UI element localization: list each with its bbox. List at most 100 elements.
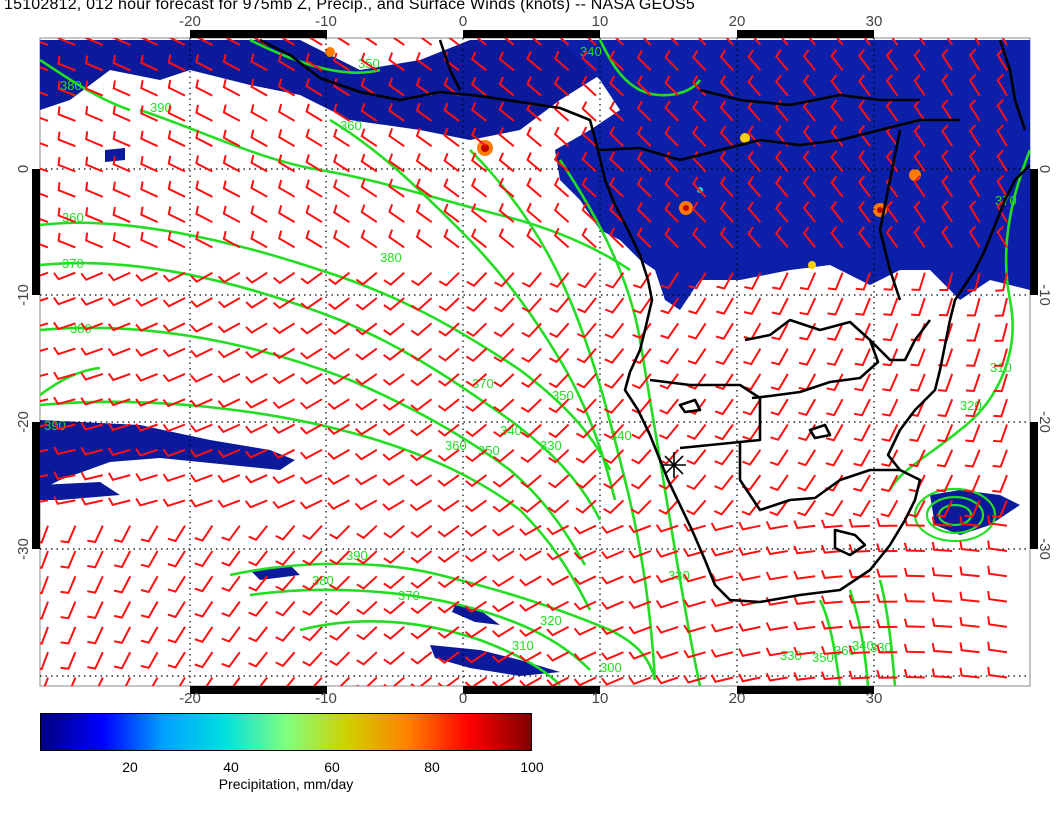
- wind-barb: [85, 80, 104, 97]
- wind-barb: [655, 625, 679, 634]
- wind-barb: [53, 471, 76, 480]
- wind-barb: [913, 225, 926, 248]
- wind-barb: [802, 74, 816, 97]
- wind-barb: [168, 38, 186, 46]
- wind-barb: [280, 38, 296, 46]
- wind-barb: [190, 372, 213, 383]
- wind-barb: [628, 676, 652, 686]
- wind-barb: [60, 651, 77, 670]
- wind-barb: [194, 575, 214, 593]
- wind-barb: [686, 474, 707, 491]
- wind-barb: [769, 449, 789, 466]
- lat-tick-label: 0: [1036, 165, 1053, 173]
- wind-barb: [715, 322, 734, 340]
- wind-barb: [848, 569, 871, 579]
- wind-barb: [205, 676, 214, 686]
- wind-barb: [692, 176, 707, 198]
- wind-barb: [135, 448, 158, 457]
- wind-barb: [190, 448, 213, 458]
- colorbar-title: Precipitation, mm/day: [218, 776, 354, 792]
- wind-barb: [660, 272, 680, 290]
- wind-barb: [575, 449, 597, 464]
- wind-barb: [941, 73, 954, 97]
- wind-barb: [470, 127, 488, 147]
- wind-barb: [526, 177, 542, 198]
- wind-barb: [882, 322, 899, 342]
- wind-barb: [808, 38, 816, 46]
- wind-barb: [356, 575, 378, 590]
- wind-barb: [493, 423, 515, 438]
- wind-barb: [802, 175, 816, 198]
- wind-barb: [437, 550, 460, 563]
- wind-barb: [965, 424, 981, 443]
- wind-barb: [632, 322, 652, 340]
- wind-barb: [719, 100, 734, 122]
- wind-barb: [855, 297, 871, 316]
- wind-barb: [356, 600, 378, 616]
- wind-barb: [409, 474, 433, 487]
- wind-barb: [245, 271, 268, 284]
- wind-barb: [415, 203, 433, 223]
- wind-barb: [683, 523, 706, 532]
- wind-barb: [329, 550, 351, 565]
- wind-barb: [305, 230, 323, 249]
- wind-barb: [162, 498, 186, 507]
- wind-barb: [793, 596, 816, 605]
- wind-barb: [964, 474, 981, 493]
- wind-barb: [799, 297, 817, 316]
- wind-barb: [392, 38, 405, 46]
- wind-barb: [903, 593, 925, 603]
- wind-barb: [275, 626, 296, 642]
- wind-barb: [112, 232, 131, 249]
- wind-barb: [167, 231, 186, 249]
- wind-barb: [601, 575, 624, 585]
- wind-barb: [686, 423, 707, 441]
- wind-barb: [937, 398, 954, 418]
- wind-barb: [438, 322, 460, 337]
- wind-barb: [492, 626, 515, 638]
- wind-barb: [609, 75, 625, 97]
- wind-barb: [383, 676, 405, 686]
- wind-barb: [931, 643, 953, 654]
- wind-barb: [941, 99, 954, 122]
- wind-barb: [244, 448, 268, 459]
- wind-barb: [40, 116, 49, 122]
- wind-barb: [636, 126, 652, 147]
- wind-barb: [302, 626, 323, 642]
- wind-barb: [464, 524, 487, 537]
- wind-barb: [683, 649, 706, 659]
- wind-barb: [410, 626, 433, 640]
- wind-barb: [465, 373, 488, 388]
- wind-barb: [224, 38, 241, 46]
- wind-barb: [277, 230, 296, 249]
- contour-label: 340: [852, 638, 874, 653]
- contour-label: 340: [580, 44, 602, 59]
- wind-barb: [383, 271, 405, 286]
- lon-tick-label: -20: [179, 690, 201, 707]
- wind-barb: [217, 271, 241, 284]
- wind-barb: [465, 474, 487, 488]
- wind-barb: [692, 125, 707, 147]
- wind-barb: [1001, 38, 1008, 46]
- wind-barb: [40, 142, 49, 148]
- wind-barb: [250, 180, 268, 198]
- wind-barb: [876, 593, 898, 603]
- wind-barb: [931, 516, 953, 527]
- wind-barb: [559, 38, 570, 46]
- wind-barb: [858, 226, 871, 248]
- wind-barb: [553, 126, 570, 147]
- wind-barb: [40, 91, 49, 97]
- wind-barb: [470, 51, 488, 72]
- wind-barb: [858, 175, 871, 198]
- wind-barb: [272, 474, 296, 485]
- wind-barb: [636, 176, 652, 198]
- wind-barb: [775, 175, 789, 198]
- wind-barb: [113, 525, 132, 543]
- wind-barb: [135, 347, 158, 357]
- wind-barb: [995, 272, 1008, 292]
- wind-barb: [60, 601, 77, 620]
- wind-barb: [40, 192, 49, 198]
- wind-barb: [909, 424, 926, 443]
- wind-barb: [660, 297, 680, 315]
- wind-barb: [526, 202, 542, 223]
